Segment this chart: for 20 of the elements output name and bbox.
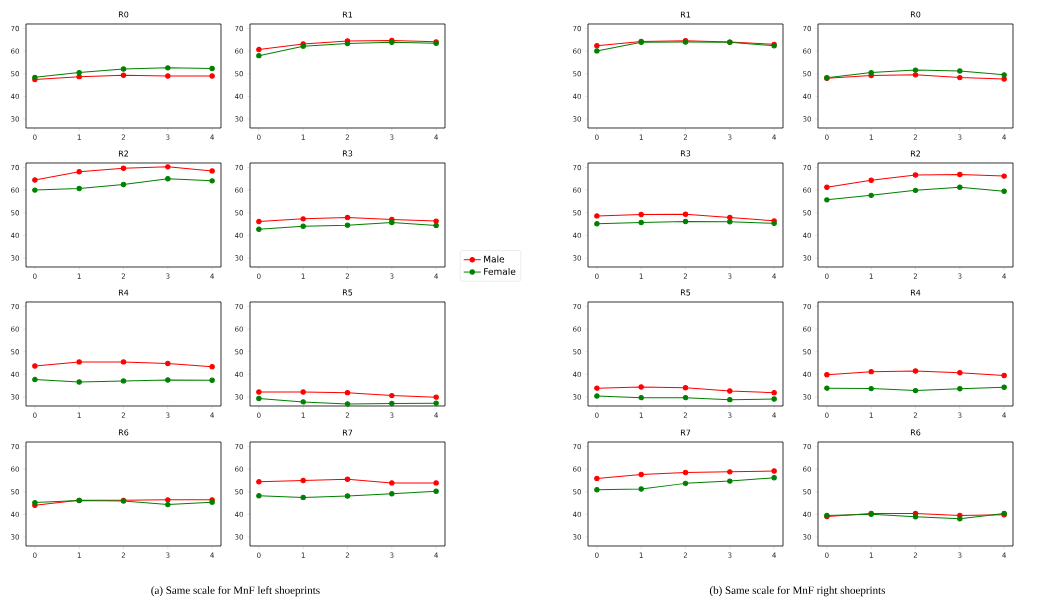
chart-title: R0 — [118, 11, 129, 18]
chart-title: R4 — [910, 289, 921, 296]
chart-title: R3 — [680, 150, 691, 157]
chart-title: R1 — [342, 11, 353, 18]
chart-title: R3 — [342, 150, 353, 157]
text: (b) Same scale for MnF right shoeprints — [709, 586, 886, 597]
chart-title: R5 — [680, 289, 691, 296]
chart-title: R7 — [342, 429, 353, 436]
legend-label: Female — [484, 267, 516, 275]
chart-title: R6 — [118, 429, 129, 436]
chart-title: R4 — [118, 289, 129, 296]
chart-title: R2 — [118, 150, 129, 157]
text: (a) Same scale for MnF left shoeprints — [151, 586, 320, 597]
chart-title: R2 — [910, 150, 921, 157]
chart-title: R1 — [680, 11, 691, 18]
chart-title: R0 — [910, 11, 921, 18]
chart-title: R6 — [910, 429, 921, 436]
legend-label: Male — [484, 255, 505, 263]
chart-title: R5 — [342, 289, 353, 296]
chart-title: R7 — [680, 429, 691, 436]
